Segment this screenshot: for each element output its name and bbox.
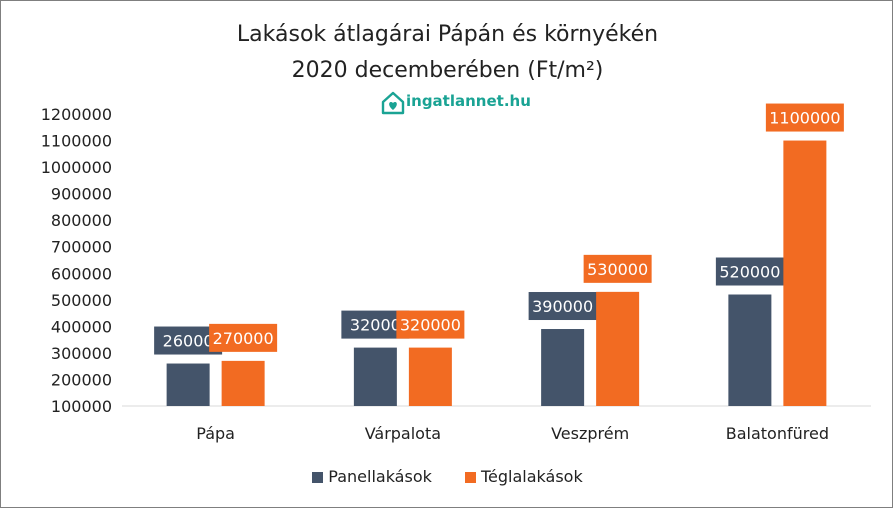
y-tick-label: 1000000 xyxy=(41,158,112,177)
bar-panel xyxy=(541,329,585,406)
x-category-label: Balatonfüred xyxy=(726,424,829,443)
data-label: 26000 xyxy=(163,332,214,351)
y-tick-label: 1100000 xyxy=(41,132,112,151)
chart-title-line2: 2020 decemberében (Ft/m²) xyxy=(291,58,604,83)
legend-item-tegla: Téglalakások xyxy=(464,467,583,486)
legend-label-panel: Panellakások xyxy=(328,467,432,486)
bar-panel xyxy=(353,347,397,406)
data-label: 1100000 xyxy=(769,109,840,128)
x-category-label: Pápa xyxy=(196,424,235,443)
bar-tegla xyxy=(596,291,640,406)
data-label: 390000 xyxy=(532,297,593,316)
y-tick-label: 300000 xyxy=(51,344,112,363)
data-label-box xyxy=(528,292,597,321)
data-label: 270000 xyxy=(213,329,274,348)
y-tick-label: 200000 xyxy=(51,370,112,389)
bar-tegla xyxy=(408,347,452,406)
x-category-label: Várpalota xyxy=(365,424,441,443)
house-heart-icon xyxy=(381,91,405,115)
bar-tegla xyxy=(221,360,265,406)
watermark-text: ingatlannet.hu xyxy=(406,92,531,110)
data-label-box xyxy=(396,310,465,339)
bar-plot: 1200000 1100000 1000000 900000 800000 700000 6… xyxy=(41,103,871,443)
data-label: 530000 xyxy=(587,260,648,279)
y-tick-label: 1200000 xyxy=(41,105,112,124)
data-label-box xyxy=(715,257,784,286)
bar-tegla xyxy=(783,140,827,406)
bar-panel xyxy=(166,363,210,406)
data-label-box xyxy=(209,323,278,352)
legend-swatch-tegla xyxy=(464,472,476,483)
y-tick-label: 500000 xyxy=(51,291,112,310)
legend-swatch-panel xyxy=(312,472,324,483)
data-label: 320000 xyxy=(400,316,461,335)
chart-title-line1: Lakások átlagárai Pápán és környékén xyxy=(236,22,659,47)
data-label: 520000 xyxy=(719,263,780,282)
data-label-box xyxy=(583,254,652,283)
data-label-box xyxy=(765,103,844,132)
bar-panel xyxy=(728,294,772,406)
data-label: 32000 xyxy=(350,316,401,335)
y-tick-label: 700000 xyxy=(51,238,112,257)
y-tick-label: 400000 xyxy=(51,317,112,336)
y-tick-label: 900000 xyxy=(51,185,112,204)
legend-item-panel: Panellakások xyxy=(312,467,432,486)
y-tick-label: 100000 xyxy=(51,397,112,416)
y-tick-label: 600000 xyxy=(51,264,112,283)
y-tick-label: 800000 xyxy=(51,211,112,230)
x-category-label: Veszprém xyxy=(551,424,629,443)
watermark-logo-text: ingatlannet.hu xyxy=(406,92,531,110)
legend-label-tegla: Téglalakások xyxy=(480,467,583,486)
legend: Panellakások Téglalakások xyxy=(1,467,893,486)
